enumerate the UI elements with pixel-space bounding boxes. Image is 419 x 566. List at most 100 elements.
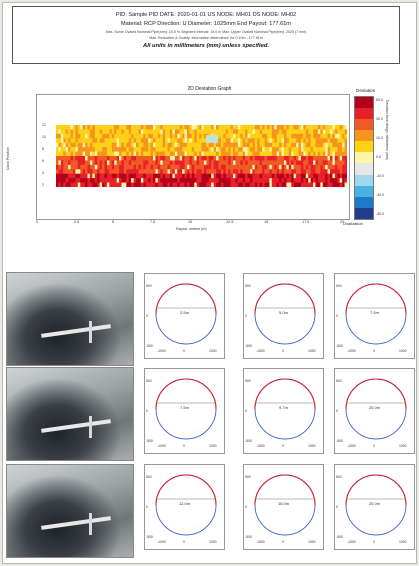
heatmap-cell [266,142,270,148]
heatmap-cell [109,142,113,148]
heatmap-cell [342,182,345,187]
heatmap-cell [208,125,212,130]
heatmap-cell [259,129,263,135]
heatmap-cell [153,173,156,179]
heatmap-cell [126,151,130,157]
heatmap-cell [223,129,227,135]
heatmap-cell [250,142,253,148]
cross-section-x-tick: 1000 [209,444,217,448]
heatmap-cell [308,173,311,179]
heatmap-cell [228,125,231,130]
heatmap-cell [92,173,96,179]
heatmap-cell [320,147,324,152]
heatmap-cell [145,125,149,130]
heatmap-cell [145,142,149,148]
heatmap-cell [213,178,217,183]
heatmap-cell [82,142,86,148]
heatmap-cell [233,129,236,135]
heatmap-cell [77,173,81,179]
heatmap-cell [104,156,108,161]
heatmap-cell [138,182,142,187]
heatmap-cell [97,164,100,170]
heatmap-cell [266,160,270,166]
heatmap-cell [153,156,156,161]
cross-section-x-tick: 1000 [399,540,407,544]
heatmap-cell [87,133,91,139]
heatmap-cell [92,164,96,170]
heatmap-cell [92,151,96,157]
heatmap-cell [162,173,166,179]
heatmap-cell [75,173,79,179]
heatmap-cell [305,133,309,139]
heatmap-cell [94,169,98,175]
heatmap-cell [133,160,137,166]
heatmap-cell [104,142,108,148]
heatmap-cell [111,178,115,183]
heatmap-cell [233,138,236,144]
heatmap-cell [313,169,316,175]
heatmap-cell [136,147,139,152]
heatmap-cell [320,156,324,161]
heatmap-cell [293,164,297,170]
heatmap-cell [138,133,142,139]
heatmap-cell [131,151,134,157]
heatmap-cell [111,173,115,179]
heatmap-cell [182,156,185,161]
heatmap-cell [85,125,88,130]
heatmap-cell [293,178,297,183]
heatmap-cell [172,182,176,187]
heatmap-cell [303,156,307,161]
heatmap-cell [184,138,188,144]
heatmap-cell [325,151,328,157]
heatmap-cell [82,138,86,144]
heatmap-cell [172,147,176,152]
heatmap-cell [240,160,244,166]
heatmap-cell [136,142,139,148]
heatmap-cell [242,160,246,166]
heatmap-cell [92,129,96,135]
heatmap-cell [252,156,256,161]
heatmap-cell [179,173,183,179]
heatmap-cell [262,129,265,135]
heatmap-cell [257,151,260,157]
heatmap-cell [216,178,219,183]
heatmap-cell [298,133,302,139]
heatmap-cell [201,125,205,130]
heatmap-cell [269,151,273,157]
heatmap-cell [68,125,71,130]
heatmap-cell [262,125,265,130]
measured-profile [254,378,316,410]
cross-section-svg [345,474,407,536]
heatmap-cell [240,125,244,130]
heatmap-cell [121,173,125,179]
heatmap-cell [206,135,218,143]
heatmap-cell [223,151,227,157]
heatmap-cell [206,164,210,170]
cross-section-x-tick: 1000 [209,349,217,353]
heatmap-x-label: Payout, meters (m) [176,227,207,231]
heatmap-cell [271,142,275,148]
heatmap-cell [262,169,265,175]
heatmap-cell [148,125,151,130]
heatmap-cell [300,169,304,175]
heatmap-cell [291,125,294,130]
heatmap-cell [167,178,171,183]
heatmap-cell [60,164,64,170]
heatmap-cell [223,178,227,183]
heatmap-cell [303,160,307,166]
heatmap-cell [153,133,156,139]
heatmap-cell [136,164,139,170]
heatmap-cell [305,147,309,152]
heatmap-cell [315,147,319,152]
heatmap-cell [216,182,219,187]
heatmap-cell [143,138,147,144]
heatmap-cell [82,125,86,130]
cross-section-y-tick: -500 [336,535,343,539]
heatmap-cell [293,129,297,135]
heatmap-cell [293,133,297,139]
heatmap-cell [104,169,108,175]
heatmap-cell [68,182,71,187]
heatmap-cell [257,173,260,179]
heatmap-cell [310,147,314,152]
heatmap-cell [87,147,91,152]
